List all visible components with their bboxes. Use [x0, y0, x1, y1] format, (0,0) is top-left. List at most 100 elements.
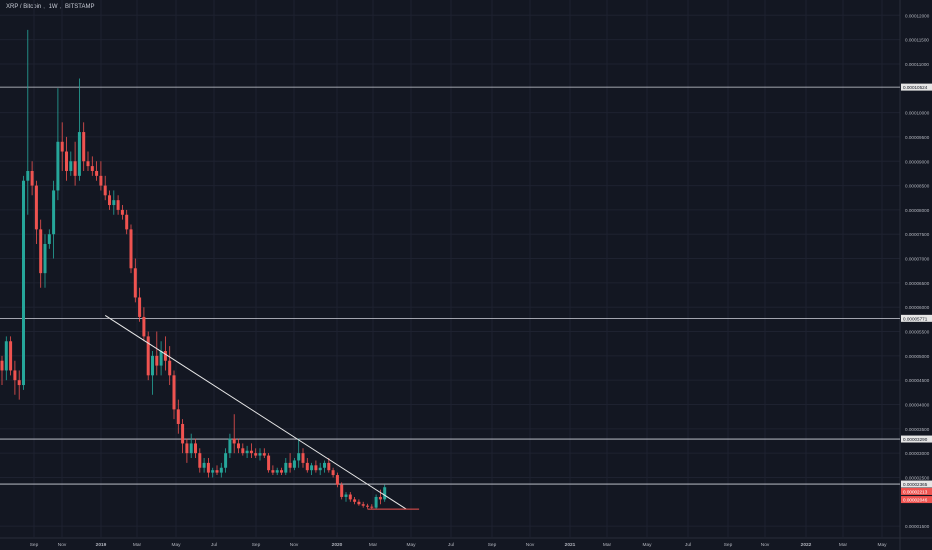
candle-body: [361, 504, 365, 506]
y-tick-label: 0.00003000: [905, 451, 930, 456]
candle-body: [232, 438, 236, 444]
candle-body: [348, 494, 352, 500]
symbol-label: XRP / Bitcoin: [6, 4, 42, 10]
candle-body: [112, 200, 116, 206]
x-tick-label: 2022: [801, 542, 812, 548]
candle-body: [211, 470, 215, 473]
current-price-tag: [901, 496, 932, 504]
y-tick-label: 0.00010000: [905, 111, 930, 116]
candle-body: [185, 443, 189, 454]
candle-body: [366, 505, 369, 507]
candle-body: [60, 141, 64, 152]
candle-body: [65, 151, 68, 171]
candle-body: [262, 453, 266, 456]
x-tick-label: Sep: [252, 542, 261, 548]
candle-body: [9, 341, 13, 371]
candle-body: [194, 443, 197, 454]
candle-body: [228, 438, 232, 454]
candle-body: [39, 229, 43, 274]
level-price-tag: [901, 435, 932, 443]
y-tick-label: 0.00012000: [905, 13, 930, 18]
level-price-tag: [901, 314, 932, 322]
candle-body: [133, 268, 137, 298]
candle-body: [181, 423, 185, 444]
candle-body: [331, 470, 335, 476]
y-tick-label: 0.00002500: [905, 475, 930, 480]
x-tick-label: Jul: [448, 542, 454, 548]
x-tick-label: May: [642, 542, 652, 548]
candle-body: [90, 166, 94, 171]
candle-body: [52, 190, 56, 235]
y-tick-label: 0.00007500: [905, 232, 930, 237]
current-price-label: 0.00002046: [903, 498, 928, 503]
candle-body: [120, 209, 124, 215]
candle-body: [357, 501, 361, 505]
x-tick-label: Nov: [58, 542, 67, 548]
level-price-label: 0.00005771: [903, 316, 928, 321]
descending-trendline: [104, 315, 407, 510]
y-tick-label: 0.00011500: [905, 38, 929, 43]
candle-body: [163, 350, 167, 361]
candle-body: [34, 185, 38, 230]
candle-body: [69, 161, 73, 171]
level-price-label: 0.00010524: [903, 85, 928, 90]
y-tick-label: 0.00009000: [905, 159, 930, 164]
candle-body: [155, 355, 159, 366]
candle-body: [370, 506, 374, 508]
candle-body: [30, 170, 34, 186]
candle-body: [249, 450, 253, 454]
candle-body: [73, 161, 77, 176]
candle-body: [99, 175, 103, 186]
level-price-tag: [901, 83, 932, 91]
x-tick-label: Nov: [290, 542, 299, 548]
candle-body: [176, 409, 180, 424]
y-tick-label: 0.00008000: [905, 208, 930, 213]
candle-body: [168, 360, 172, 376]
y-tick-label: 0.00011000: [905, 62, 929, 67]
x-tick-label: 2020: [332, 542, 343, 548]
current-price-tag: [901, 487, 932, 495]
x-tick-label: Nov: [761, 542, 770, 548]
y-tick-label: 0.00003500: [905, 427, 930, 432]
candle-body: [56, 141, 60, 191]
candle-body: [26, 170, 30, 181]
x-tick-label: Nov: [526, 542, 535, 548]
x-tick-label: May: [171, 542, 181, 548]
candle-body: [383, 487, 387, 500]
candle-body: [95, 170, 99, 176]
x-tick-label: Mar: [839, 542, 848, 548]
y-tick-label: 0.00009500: [905, 135, 930, 140]
candle-body: [4, 341, 8, 371]
candle-body: [206, 462, 210, 473]
candle-body: [378, 496, 382, 500]
candle-body: [314, 465, 318, 471]
candle-body: [353, 499, 357, 502]
y-tick-label: 0.00008500: [905, 184, 930, 189]
candle-body: [335, 475, 339, 485]
candle-body: [374, 496, 378, 508]
candle-body: [142, 316, 146, 337]
x-tick-label: May: [877, 542, 887, 548]
y-tick-label: 0.00005500: [905, 330, 930, 335]
candle-body: [129, 229, 133, 269]
candle-body: [301, 453, 305, 463]
candle-body: [189, 443, 193, 454]
candle-body: [237, 443, 240, 449]
x-tick-label: May: [406, 542, 416, 548]
candle-body: [47, 234, 51, 244]
candle-body: [108, 195, 111, 206]
level-price-label: 0.00002365: [903, 482, 928, 487]
candle-body: [340, 484, 344, 497]
x-tick-label: Mar: [603, 542, 612, 548]
candle-body: [125, 214, 129, 230]
candle-body: [103, 185, 107, 196]
candle-body: [116, 200, 120, 210]
candle-body: [219, 467, 223, 473]
candle-body: [275, 470, 279, 473]
candle-body: [22, 180, 25, 386]
candle-body: [305, 462, 309, 471]
x-tick-label: Jul: [685, 542, 691, 548]
chart-header: XRP / Bitcoin, 1W, BITSTAMP: [6, 4, 95, 10]
candle-body: [13, 370, 17, 381]
